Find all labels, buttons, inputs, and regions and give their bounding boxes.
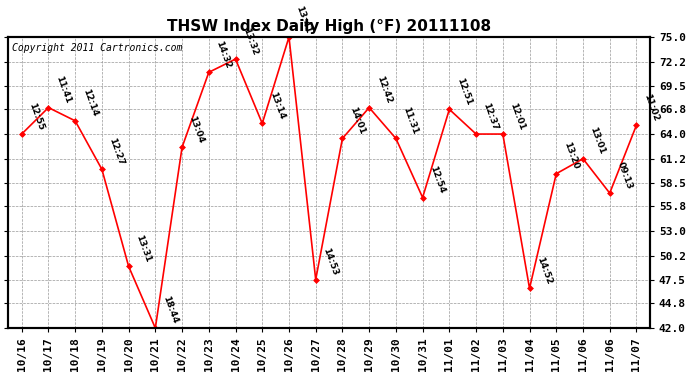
Text: 13:41: 13:41: [295, 4, 313, 34]
Text: 12:27: 12:27: [108, 136, 126, 166]
Text: 14:53: 14:53: [322, 247, 339, 277]
Text: 13:01: 13:01: [589, 126, 607, 156]
Text: 11:41: 11:41: [54, 75, 72, 105]
Text: 12:54: 12:54: [428, 165, 446, 195]
Text: 13:31: 13:31: [134, 234, 152, 264]
Text: 09:13: 09:13: [615, 160, 633, 190]
Text: Copyright 2011 Cartronics.com: Copyright 2011 Cartronics.com: [12, 43, 182, 53]
Text: 14:01: 14:01: [348, 106, 366, 136]
Text: 12:14: 12:14: [81, 88, 99, 118]
Text: 11:31: 11:31: [402, 106, 420, 136]
Text: 18:44: 18:44: [161, 295, 179, 325]
Text: 12:37: 12:37: [482, 101, 500, 131]
Text: 12:42: 12:42: [375, 75, 393, 105]
Text: 13:14: 13:14: [268, 91, 286, 121]
Text: 14:32: 14:32: [215, 39, 233, 69]
Text: 12:55: 12:55: [27, 101, 46, 131]
Text: 12:01: 12:01: [509, 101, 526, 131]
Text: 14:52: 14:52: [535, 255, 553, 286]
Title: THSW Index Daily High (°F) 20111108: THSW Index Daily High (°F) 20111108: [167, 20, 491, 34]
Text: 13:32: 13:32: [241, 26, 259, 56]
Text: 13:04: 13:04: [188, 114, 206, 144]
Text: 11:02: 11:02: [642, 93, 660, 123]
Text: 13:20: 13:20: [562, 141, 580, 171]
Text: 12:51: 12:51: [455, 76, 473, 106]
